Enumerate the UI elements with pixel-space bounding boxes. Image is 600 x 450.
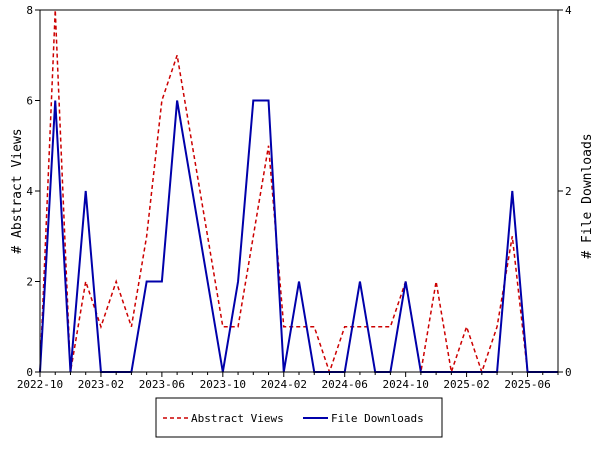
y-left-tick-label: 2 xyxy=(26,276,33,289)
legend-box xyxy=(155,397,443,438)
plot-area xyxy=(40,10,558,372)
y-left-tick-label: 4 xyxy=(26,185,33,198)
x-tick-label: 2024-06 xyxy=(322,378,368,391)
x-tick-label: 2022-10 xyxy=(17,378,63,391)
legend-label-abstract-views: Abstract Views xyxy=(191,412,284,425)
y-axis-right-title: # File Downloads xyxy=(580,133,595,258)
x-tick-label: 2023-06 xyxy=(139,378,185,391)
legend-label-file-downloads: File Downloads xyxy=(331,412,424,425)
x-tick-label: 2023-10 xyxy=(200,378,246,391)
series-line-abstract-views xyxy=(39,9,558,375)
y-right-tick-label: 0 xyxy=(565,366,572,379)
x-tick-label: 2024-02 xyxy=(261,378,307,391)
x-tick-label: 2025-02 xyxy=(443,378,489,391)
x-tick-label: 2025-06 xyxy=(504,378,550,391)
y-left-tick-label: 8 xyxy=(26,4,33,17)
y-left-tick-label: 0 xyxy=(26,366,33,379)
y-right-tick-label: 2 xyxy=(565,185,572,198)
legend: Abstract Views File Downloads xyxy=(155,397,443,438)
y-right-tick-label: 4 xyxy=(565,4,572,17)
y-left-tick-label: 6 xyxy=(26,95,33,108)
x-tick-label: 2024-10 xyxy=(382,378,428,391)
x-tick-label: 2023-02 xyxy=(78,378,124,391)
y-axis-left-title: # Abstract Views xyxy=(10,128,25,253)
